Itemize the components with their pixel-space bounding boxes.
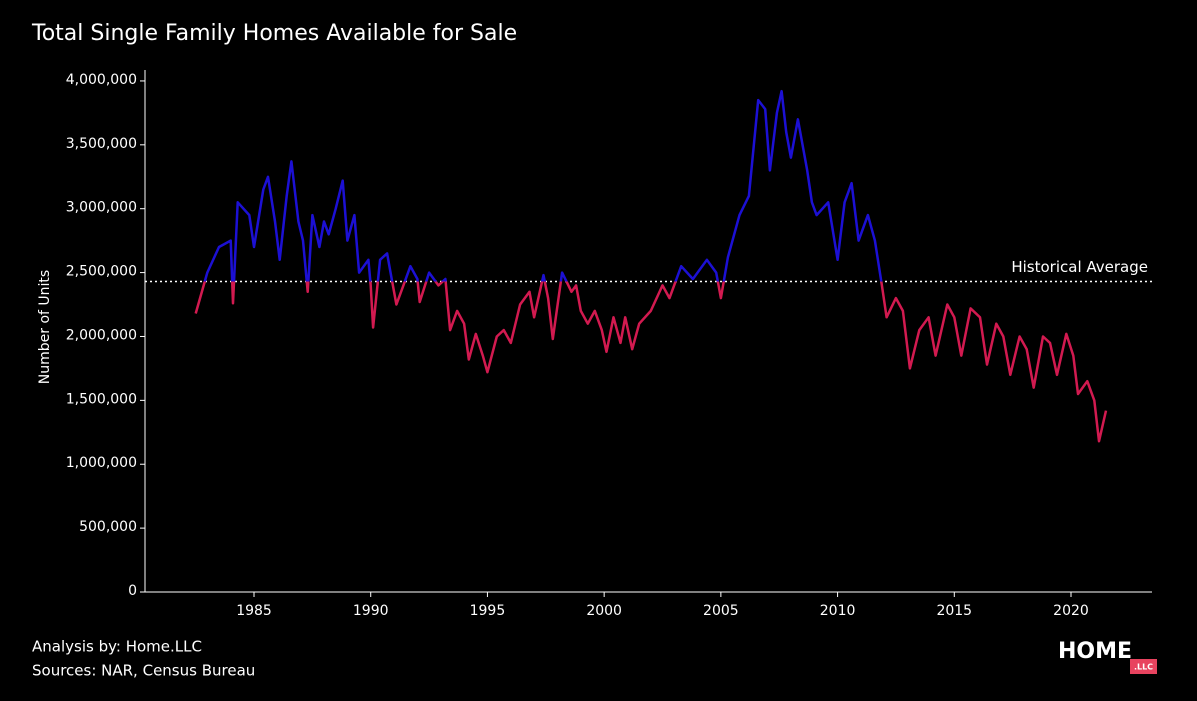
- x-tick-label: 2005: [703, 603, 739, 619]
- y-tick-label: 2,500,000: [66, 264, 137, 280]
- x-tick-label: 2000: [586, 603, 622, 619]
- y-tick-label: 1,500,000: [66, 391, 137, 407]
- y-tick-label: 2,000,000: [66, 327, 137, 343]
- chart-title: Total Single Family Homes Available for …: [31, 21, 517, 46]
- inventory-line: [194, 89, 1108, 443]
- y-tick-label: 3,500,000: [66, 136, 137, 152]
- y-tick-label: 1,000,000: [66, 455, 137, 471]
- logo-badge: [1130, 659, 1157, 674]
- y-tick-label: 4,000,000: [66, 72, 137, 88]
- x-tick-label: 1995: [470, 603, 506, 619]
- logo: HOME: [1058, 639, 1132, 664]
- x-tick-label: 2010: [820, 603, 856, 619]
- x-tick-label: 2020: [1053, 603, 1089, 619]
- footer-analysis: Analysis by: Home.LLC: [32, 638, 202, 656]
- y-tick-label: 3,000,000: [66, 200, 137, 216]
- x-tick-label: 2015: [936, 603, 972, 619]
- footer-sources: Sources: NAR, Census Bureau: [32, 662, 255, 680]
- x-tick-label: 1990: [353, 603, 389, 619]
- y-axis-label: Number of Units: [37, 270, 53, 384]
- y-tick-label: 0: [128, 583, 137, 599]
- logo-badge-text: .LLC: [1134, 663, 1153, 672]
- x-tick-label: 1985: [236, 603, 272, 619]
- y-tick-label: 500,000: [79, 519, 137, 535]
- historical-average-label: Historical Average: [1011, 258, 1148, 276]
